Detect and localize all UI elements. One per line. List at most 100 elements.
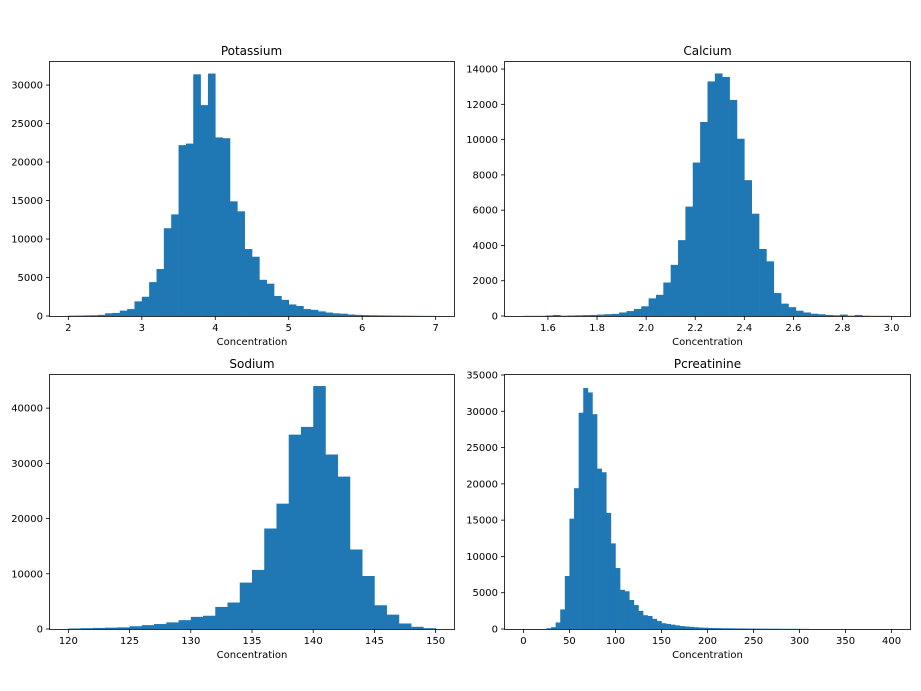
histogram-bar [149, 282, 157, 316]
y-tick-label: 35000 [466, 371, 498, 382]
histogram-bar [215, 606, 228, 629]
y-tick-label: 30000 [11, 459, 43, 470]
y-tick-label: 5000 [473, 588, 498, 599]
histogram-bar [578, 412, 584, 629]
histogram-bar [551, 627, 556, 629]
y-tick-label: 12000 [466, 100, 498, 111]
histogram-bar [832, 315, 841, 316]
y-tick-label: 6000 [473, 206, 498, 217]
x-tick-label: 2 [65, 323, 71, 334]
histogram-bar [714, 73, 723, 316]
histogram-bar [374, 605, 387, 629]
histogram-bar [661, 623, 667, 629]
histogram-bar [185, 143, 194, 316]
subplot-calcium: Calcium 1.6 1.8 2.0 2.2 2.4 2.6 2.8 3.0 0 2000 40… [466, 44, 911, 348]
histogram-bar [679, 626, 685, 629]
y-tick-label: 0 [37, 312, 43, 323]
x-tick-label: 2.0 [638, 323, 654, 334]
histogram-bar [68, 628, 81, 629]
x-axis-label: Concentration [672, 650, 743, 661]
histogram-bar [678, 240, 686, 316]
histogram-bar [252, 569, 265, 629]
histogram-bar [620, 589, 625, 629]
y-tick-label: 20000 [11, 514, 43, 525]
histogram-bar [597, 314, 605, 316]
histogram-bars [523, 73, 892, 317]
histogram-bar [200, 105, 209, 316]
histogram-bar [555, 622, 561, 629]
histogram-bar [601, 472, 607, 629]
histogram-bar [178, 620, 192, 629]
histogram-bar [384, 315, 392, 316]
y-tick-label: 20000 [466, 479, 498, 490]
histogram-bar [766, 261, 775, 316]
histogram-bars [68, 386, 436, 629]
histogram-bar [751, 213, 760, 316]
x-tick-label: 50 [563, 636, 576, 647]
chart-title: Pcreatinine [674, 357, 741, 371]
y-axis-ticks: 0 5000 10000 15000 20000 25000 30000 [11, 81, 50, 323]
plot-frame [49, 374, 455, 630]
histogram-bar [675, 625, 681, 629]
histogram-bar [134, 301, 143, 316]
histogram-bar [296, 305, 304, 316]
histogram-bar [583, 388, 589, 629]
histogram-bar [127, 309, 135, 316]
histogram-bar [90, 315, 99, 316]
histogram-bar [739, 628, 745, 629]
histogram-bar [597, 468, 602, 629]
y-tick-label: 10000 [11, 235, 43, 246]
histogram-bar [633, 308, 642, 316]
y-tick-label: 10000 [466, 552, 498, 563]
histogram-bar [141, 625, 155, 629]
y-tick-label: 2000 [473, 276, 498, 287]
x-tick-label: 2.8 [835, 323, 851, 334]
histogram-bar [773, 293, 782, 316]
histogram-bar [310, 309, 319, 316]
histogram-bar [545, 315, 554, 316]
x-tick-label: 135 [242, 636, 261, 647]
histogram-bar [190, 616, 204, 629]
subplot-pcreatinine: Pcreatinine 0 50 100 150 200 250 300 350 400 0 50… [466, 357, 911, 661]
histogram-bar [788, 307, 797, 316]
histogram-bar [707, 81, 716, 317]
histogram-bar [744, 180, 752, 316]
plot-frame [504, 61, 911, 317]
y-tick-label: 0 [37, 625, 43, 636]
histogram-bar [325, 454, 338, 629]
histogram-bar [716, 628, 722, 629]
histogram-bar [318, 311, 326, 316]
x-tick-label: 7 [432, 323, 438, 334]
histogram-bar [604, 314, 613, 316]
y-tick-label: 14000 [466, 65, 498, 76]
histogram-bar [386, 614, 400, 629]
histogram-bar [729, 99, 738, 316]
x-tick-label: 140 [304, 636, 323, 647]
histogram-bar [332, 313, 341, 316]
histogram-bar [80, 628, 94, 629]
histogram-bar [825, 314, 833, 316]
histogram-bar [721, 628, 727, 629]
x-tick-label: 2.4 [736, 323, 752, 334]
x-tick-label: 6 [359, 323, 365, 334]
x-tick-label: 400 [882, 636, 901, 647]
x-tick-label: 0 [520, 636, 526, 647]
histogram-bar [574, 488, 579, 629]
histogram-bar [349, 549, 363, 629]
histogram-bar [259, 279, 267, 316]
histogram-bars [546, 388, 810, 629]
histogram-bar [166, 622, 179, 629]
y-tick-label: 10000 [11, 569, 43, 580]
y-tick-label: 30000 [466, 407, 498, 418]
histogram-bar [215, 137, 223, 316]
histogram-bar [803, 312, 811, 316]
x-tick-label: 2.6 [785, 323, 801, 334]
histogram-bar [643, 615, 648, 629]
histogram-bar [222, 138, 231, 316]
histogram-bar [730, 628, 736, 629]
y-tick-label: 0 [492, 312, 498, 323]
histogram-bar [587, 392, 593, 629]
histogram-bar [610, 543, 616, 629]
histogram-bar [193, 74, 201, 316]
histogram-bar [203, 615, 216, 629]
